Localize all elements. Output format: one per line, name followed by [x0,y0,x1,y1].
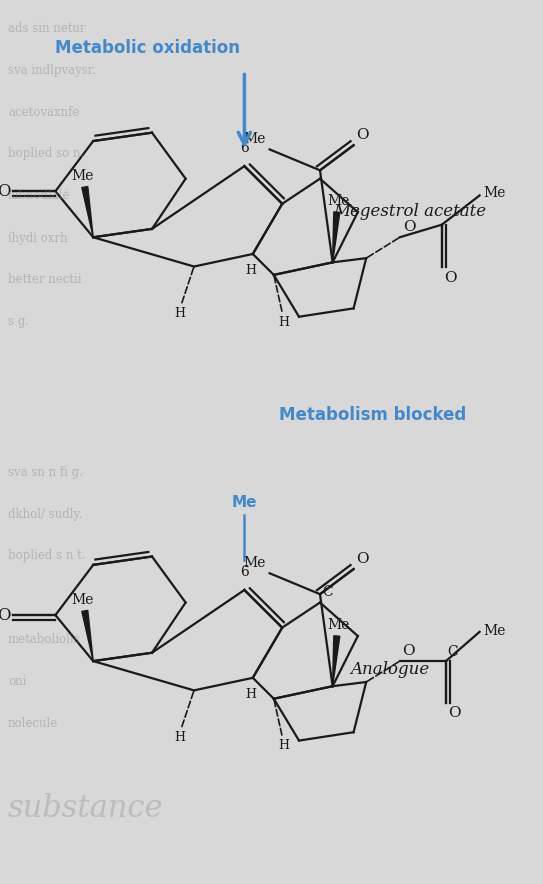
Text: O: O [0,606,10,623]
Text: Me: Me [243,556,266,570]
Text: O: O [0,183,10,200]
Text: boplied s n t.: boplied s n t. [8,549,85,562]
Text: H: H [174,731,185,744]
Text: Metabolic oxidation: Metabolic oxidation [55,39,240,57]
Text: Me: Me [484,187,506,201]
Text: sva sn n fi g.: sva sn n fi g. [8,466,83,478]
Text: boplied so n.: boplied so n. [8,148,84,160]
Text: Me: Me [232,495,257,510]
Text: H: H [245,264,256,277]
Text: nolecule: nolecule [8,717,58,729]
Text: Me: Me [72,169,94,183]
Text: H: H [279,739,290,752]
Text: Metabolism blocked: Metabolism blocked [280,406,466,423]
Text: better nectii: better nectii [8,273,81,286]
Text: oni: oni [8,674,27,688]
Polygon shape [333,636,340,686]
Text: íhydi oxrh: íhydi oxrh [8,231,68,245]
Text: O: O [357,128,369,142]
Polygon shape [82,187,93,237]
Text: Me: Me [72,593,94,607]
Text: s g.: s g. [8,315,29,328]
Text: O: O [448,706,460,720]
Text: O: O [357,552,369,566]
Text: O: O [444,271,457,285]
Text: ads sin netur: ads sin netur [8,22,85,34]
Text: O: O [402,644,414,658]
Text: H: H [279,316,290,329]
Text: O: O [403,220,415,234]
Polygon shape [82,611,93,661]
Text: Analogue: Analogue [350,661,430,678]
Text: 6: 6 [240,141,249,156]
Text: H: H [174,307,185,320]
Text: nibnodlalé: nibnodlalé [8,189,71,202]
Text: Me: Me [327,618,350,632]
Text: substance: substance [8,793,163,824]
Text: Me: Me [484,624,506,638]
Text: Me: Me [243,133,266,147]
Text: 6: 6 [240,565,249,579]
Polygon shape [333,212,340,263]
Text: acetovaxnfe: acetovaxnfe [8,105,79,118]
Text: metaboliolis: metaboliolis [8,633,80,646]
Text: Megestrol acetate: Megestrol acetate [333,202,487,219]
Text: Me: Me [327,194,350,208]
Text: dkhol/ sudly.: dkhol/ sudly. [8,507,83,521]
Text: sva indlpvaysr.: sva indlpvaysr. [8,64,96,77]
Text: C: C [322,585,333,599]
Text: H: H [245,688,256,701]
Text: C: C [447,645,458,659]
